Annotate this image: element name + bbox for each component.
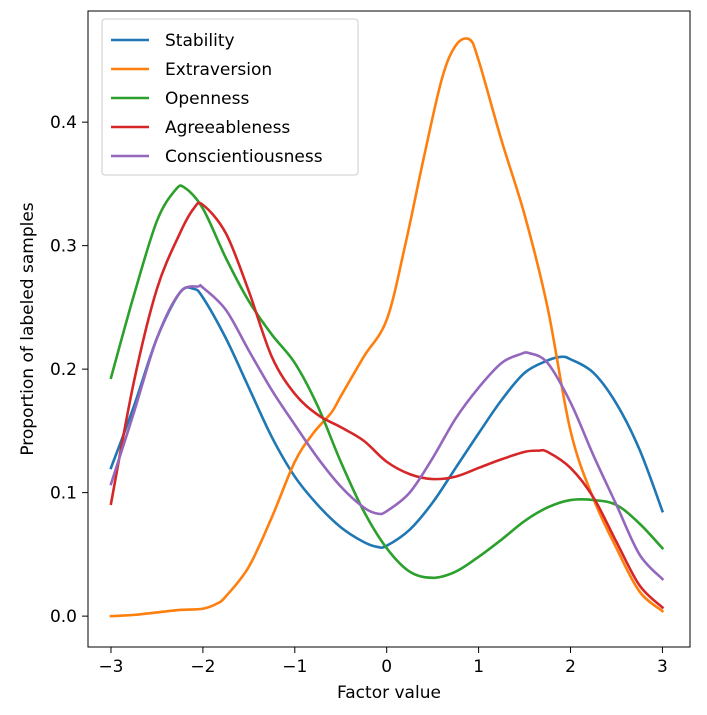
series-line-agreeableness: [109, 201, 665, 610]
x-tick-label: 2: [565, 657, 576, 677]
legend-label-extraversion: Extraversion: [165, 60, 272, 80]
legend: Stability Extraversion Openness Agreeablene…: [101, 18, 359, 176]
y-tick-label: 0.3: [50, 237, 77, 257]
x-tick-label: 3: [657, 657, 668, 677]
legend-label-stability: Stability: [165, 31, 235, 51]
x-tick-label: 1: [473, 657, 484, 677]
legend-label-openness: Openness: [165, 89, 249, 109]
y-tick-label: 0.1: [50, 484, 77, 504]
plot-frame: [87, 10, 691, 648]
series-line-conscientiousness: [109, 283, 665, 581]
legend-box: [101, 18, 359, 176]
series-lines: [109, 37, 665, 618]
y-axis-label: Proportion of labeled samples: [18, 202, 38, 455]
legend-label-conscientiousness: Conscientiousness: [165, 147, 323, 167]
y-tick-label: 0.4: [50, 113, 77, 133]
series-line-extraversion: [109, 37, 665, 618]
x-tick-label: −1: [282, 657, 307, 677]
x-tick-label: −2: [190, 657, 215, 677]
series-line-stability: [109, 286, 665, 549]
y-tick-label: 0.2: [50, 360, 77, 380]
legend-label-agreeableness: Agreeableness: [165, 118, 290, 138]
x-tick-label: 0: [381, 657, 392, 677]
series-line-openness: [109, 184, 665, 580]
x-tick-label: −3: [98, 657, 123, 677]
x-axis-label: Factor value: [337, 683, 441, 703]
axis-ticks: −3 −2 −1 0 1 2 3 0.0 0.1 0.2 0.3 0.4: [50, 113, 668, 677]
y-tick-label: 0.0: [50, 607, 77, 627]
